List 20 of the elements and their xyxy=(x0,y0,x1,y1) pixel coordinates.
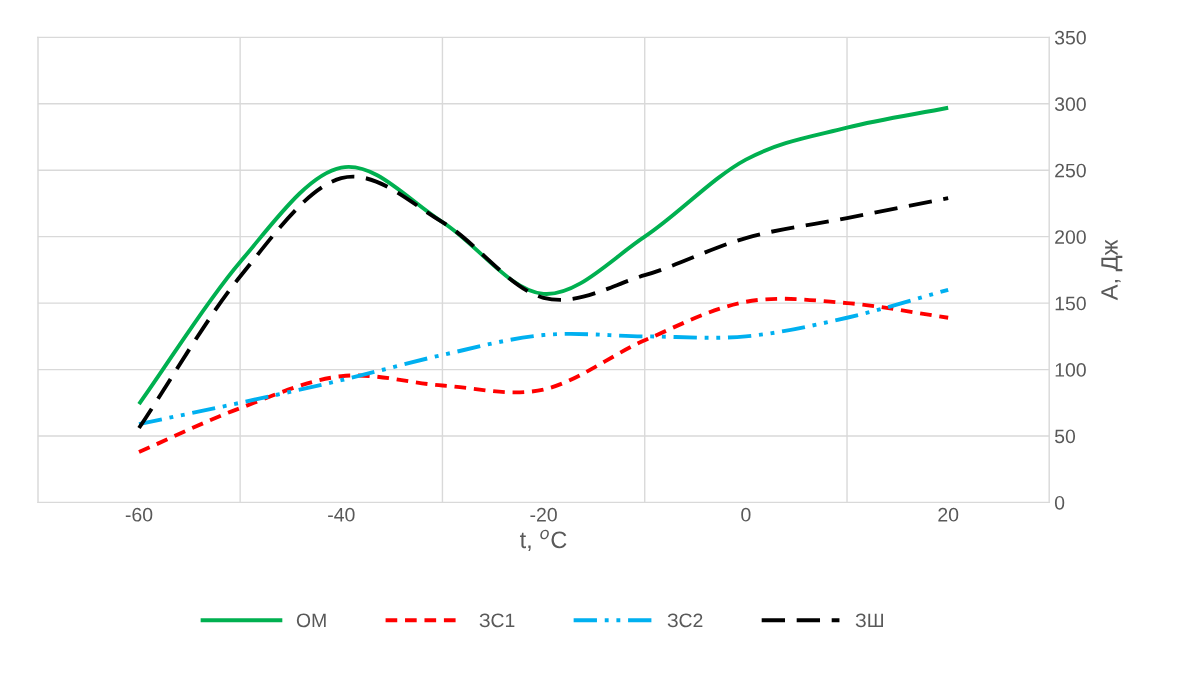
y-axis-title: А, Дж xyxy=(1101,239,1123,301)
y-tick-label: 0 xyxy=(1054,495,1065,510)
y-tick-label: 250 xyxy=(1055,163,1086,178)
line-series xyxy=(137,287,951,426)
x-axis-title: t, $^{o}$C xyxy=(519,529,567,552)
legend-label: ЗС2 xyxy=(667,613,703,628)
x-tick-label: 0 xyxy=(741,507,751,522)
x-tick-label: -40 xyxy=(328,507,355,522)
y-tick-label: 150 xyxy=(1055,296,1086,311)
y-tick-label: 350 xyxy=(1054,30,1086,45)
y-tick-label: 50 xyxy=(1054,429,1076,444)
legend-label: ЗС1 xyxy=(479,613,515,628)
legend-label: ЗШ xyxy=(855,613,883,628)
y-tick-label: 200 xyxy=(1055,230,1086,244)
x-tick-label: -20 xyxy=(530,507,557,522)
y-tick-label: 300 xyxy=(1054,97,1086,112)
x-tick-label: 20 xyxy=(938,507,959,522)
legend-label: ОМ xyxy=(296,613,326,628)
x-tick-label: -60 xyxy=(125,507,153,522)
y-tick-label: 100 xyxy=(1055,363,1086,377)
